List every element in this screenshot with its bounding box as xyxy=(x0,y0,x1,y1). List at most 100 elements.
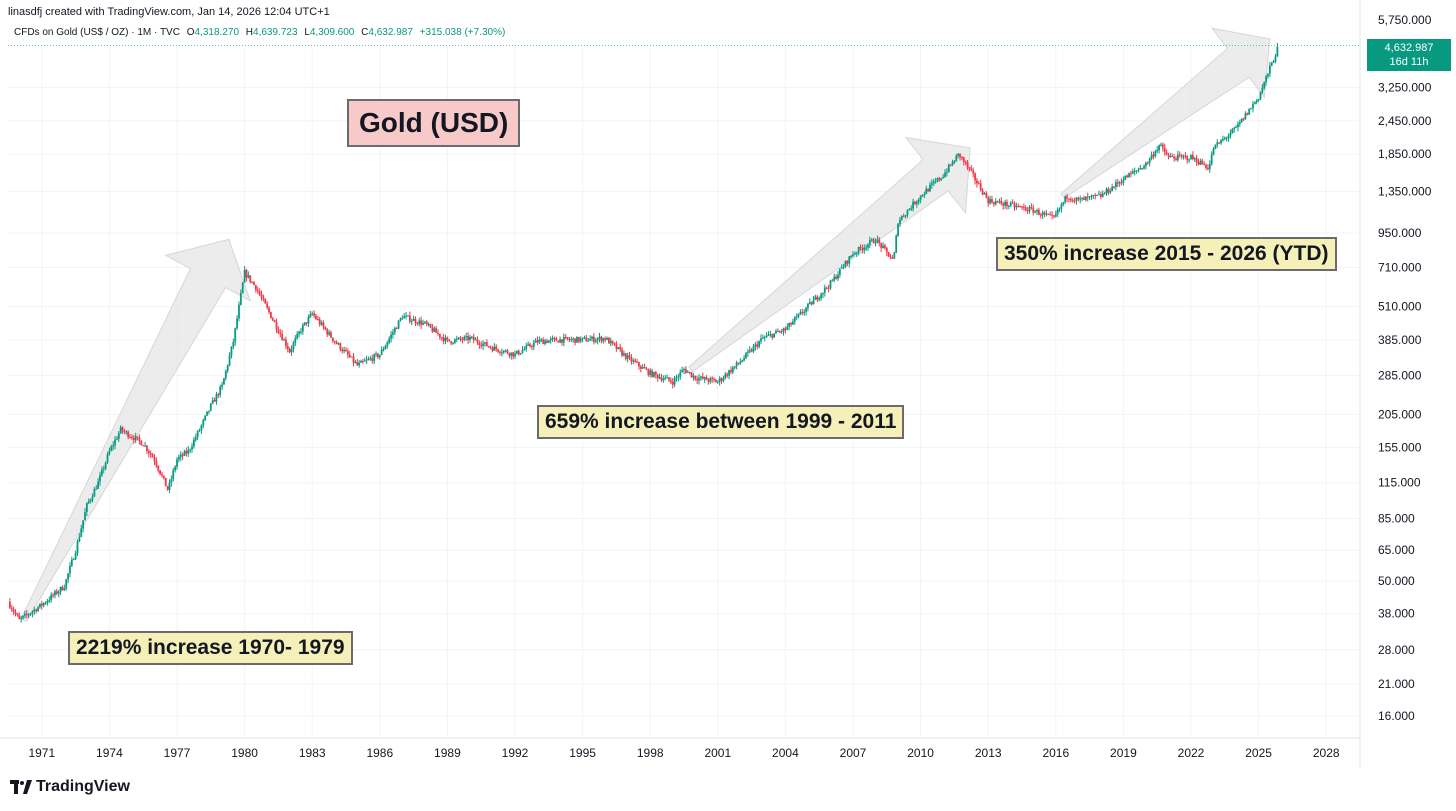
candle-body xyxy=(1051,214,1053,216)
candle-body xyxy=(427,324,430,326)
candle-body xyxy=(365,359,368,361)
candle-body xyxy=(487,346,490,348)
candle-body xyxy=(418,320,421,324)
candle-body xyxy=(908,208,911,211)
candle-body xyxy=(795,316,798,318)
candle-body xyxy=(1199,160,1202,165)
candle-body xyxy=(566,337,569,340)
candle-body xyxy=(1094,195,1097,197)
candle-body xyxy=(1056,209,1059,215)
candle-body xyxy=(523,348,526,351)
candle-body xyxy=(930,183,933,185)
candle-body xyxy=(8,601,11,608)
x-tick-label: 1971 xyxy=(28,746,55,760)
candle-body xyxy=(1146,162,1149,164)
high-value: 4,639.723 xyxy=(253,27,298,38)
candle-body xyxy=(850,256,853,258)
candle-body xyxy=(422,322,424,325)
candle-body xyxy=(1154,151,1157,157)
candle-body xyxy=(623,353,625,356)
candle-body xyxy=(859,247,862,249)
candle-body xyxy=(653,372,655,377)
candle-body xyxy=(668,377,670,381)
tradingview-logo[interactable]: TradingView xyxy=(10,778,130,796)
candle-body xyxy=(100,469,103,476)
candle-body xyxy=(25,613,28,615)
annotation-1970-1979[interactable]: 2219% increase 1970- 1979 xyxy=(68,631,353,665)
candle-body xyxy=(470,336,473,338)
annotation-2015-2026[interactable]: 350% increase 2015 - 2026 (YTD) xyxy=(996,237,1337,271)
symbol-label[interactable]: CFDs on Gold (US$ / OZ) · 1M · TVC xyxy=(14,27,180,38)
candle-body xyxy=(1182,155,1185,157)
candle-body xyxy=(754,344,757,347)
close-label: C xyxy=(361,27,369,38)
candle-body xyxy=(664,377,667,379)
candle-body xyxy=(345,349,347,352)
candle-body xyxy=(393,328,396,333)
candle-body xyxy=(1178,154,1181,156)
candle-body xyxy=(731,367,734,373)
x-tick-label: 2007 xyxy=(840,746,867,760)
candle-body xyxy=(403,316,406,319)
candle-body xyxy=(211,400,214,404)
candle-body xyxy=(782,328,785,332)
price-axis: 5,750.000 3,250.000 2,450.000 1,850.000 1,35… xyxy=(1378,13,1432,723)
candle-body xyxy=(1054,214,1057,217)
candle-body xyxy=(123,431,126,433)
candle-body xyxy=(491,347,494,351)
candle-body xyxy=(358,362,361,366)
candle-body xyxy=(1263,81,1266,88)
candle-body xyxy=(771,334,774,338)
candle-body xyxy=(414,318,417,324)
chart-title[interactable]: Gold (USD) xyxy=(347,99,521,147)
candle-body xyxy=(348,354,351,357)
candle-body xyxy=(684,369,687,373)
candle-body xyxy=(110,446,113,451)
candle-body xyxy=(551,338,554,340)
candle-body xyxy=(412,318,415,321)
candle-body xyxy=(534,340,537,343)
candle-body xyxy=(320,322,323,325)
x-tick-label: 1974 xyxy=(96,746,123,760)
last-price-value: 4,632.987 xyxy=(1384,42,1434,54)
candle-body xyxy=(125,431,128,433)
close-value: 4,632.987 xyxy=(368,27,413,38)
tradingview-brand: TradingView xyxy=(36,778,130,795)
candle-body xyxy=(775,330,777,334)
candle-body xyxy=(910,208,913,210)
candle-body xyxy=(1214,144,1217,149)
candle-body xyxy=(185,451,188,454)
open-label: O xyxy=(186,27,195,38)
candle-body xyxy=(914,201,916,205)
candle-body xyxy=(1002,203,1005,206)
candle-body xyxy=(583,337,586,339)
candle-body xyxy=(416,323,419,325)
candle-body xyxy=(16,613,19,616)
candle-body xyxy=(82,520,85,529)
candle-body xyxy=(147,451,150,454)
candle-body xyxy=(168,482,171,490)
open-value: 4,318.270 xyxy=(194,27,240,38)
candle-body xyxy=(499,351,501,353)
candle-body xyxy=(867,244,869,248)
candle-body xyxy=(1066,196,1068,199)
candle-body xyxy=(949,164,952,166)
candle-body xyxy=(893,252,896,259)
candle-body xyxy=(979,183,982,191)
candle-body xyxy=(508,353,511,356)
candle-body xyxy=(1188,159,1191,161)
candle-body xyxy=(1126,175,1129,178)
candle-body xyxy=(793,317,796,322)
candle-body xyxy=(1270,62,1273,66)
candle-body xyxy=(1272,61,1275,63)
candle-body xyxy=(149,453,152,455)
candle-body xyxy=(50,594,53,601)
candle-body xyxy=(337,343,340,345)
candle-body xyxy=(912,201,914,209)
candle-body xyxy=(1193,158,1196,160)
candle-body xyxy=(134,436,137,441)
candle-body xyxy=(1195,158,1198,163)
annotation-1999-2011[interactable]: 659% increase between 1999 - 2011 xyxy=(537,405,905,439)
price-series xyxy=(8,42,1360,623)
